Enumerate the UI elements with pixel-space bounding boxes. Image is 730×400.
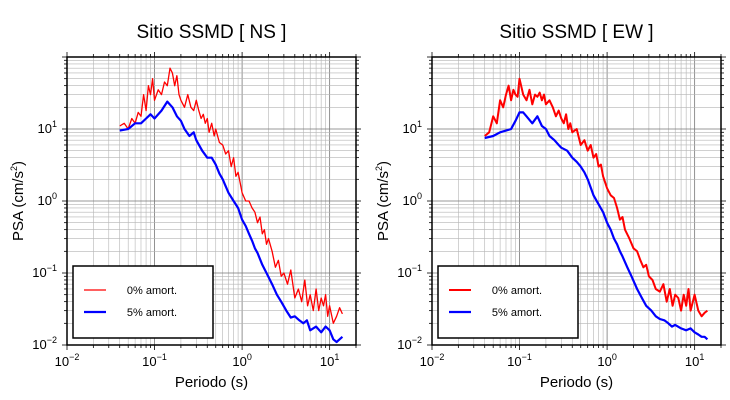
y-tick-label: 100 [38, 191, 57, 208]
x-tick-label: 10−1 [507, 352, 532, 369]
legend: 0% amort. 5% amort. [72, 265, 214, 339]
x-tick-label: 10−2 [55, 352, 80, 369]
x-tick-label: 101 [320, 352, 339, 369]
x-tick-label: 10−1 [142, 352, 167, 369]
y-axis-label: PSA (cm/s2) [9, 161, 27, 241]
x-tick-label: 101 [685, 352, 704, 369]
legend-label: 5% amort. [127, 307, 177, 319]
y-tick-label: 10−1 [32, 263, 57, 280]
legend: 0% amort. 5% amort. [437, 265, 579, 339]
chart-panel-ew: 10−2 10−1 100 101 10−2 10−1 100 101 Sitio SSMD [… [374, 22, 726, 391]
series-line-damping-5 [119, 100, 344, 344]
chart-title: Sitio SSMD [ NS ] [137, 22, 287, 43]
x-tick-label: 100 [232, 352, 251, 369]
series-line-damping-5 [484, 111, 709, 341]
x-axis-label: Periodo (s) [175, 374, 248, 391]
y-tick-label: 10−2 [32, 335, 57, 352]
grid [66, 56, 357, 346]
chart-panel-ns: 10−2 10−1 100 101 10−2 10−1 100 101 Sitio SSMD [… [9, 22, 361, 391]
legend-label: 0% amort. [127, 285, 177, 297]
series-line-damping-0 [119, 67, 343, 324]
y-tick-label: 10−1 [397, 263, 422, 280]
axis-ticks [62, 52, 361, 350]
y-tick-label: 10−2 [397, 335, 422, 352]
legend-label: 0% amort. [492, 285, 542, 297]
y-tick-label: 100 [403, 191, 422, 208]
legend-label: 5% amort. [492, 307, 542, 319]
x-tick-label: 10−2 [420, 352, 445, 369]
series-line-damping-0 [484, 77, 709, 318]
chart-title: Sitio SSMD [ EW ] [499, 22, 653, 43]
legend-box [72, 265, 214, 339]
axis-ticks [427, 52, 726, 350]
legend-box [437, 265, 579, 339]
y-tick-label: 101 [38, 119, 57, 136]
y-axis-label: PSA (cm/s2) [374, 161, 392, 241]
x-axis-label: Periodo (s) [540, 374, 613, 391]
y-tick-label: 101 [403, 119, 422, 136]
x-tick-label: 100 [597, 352, 616, 369]
